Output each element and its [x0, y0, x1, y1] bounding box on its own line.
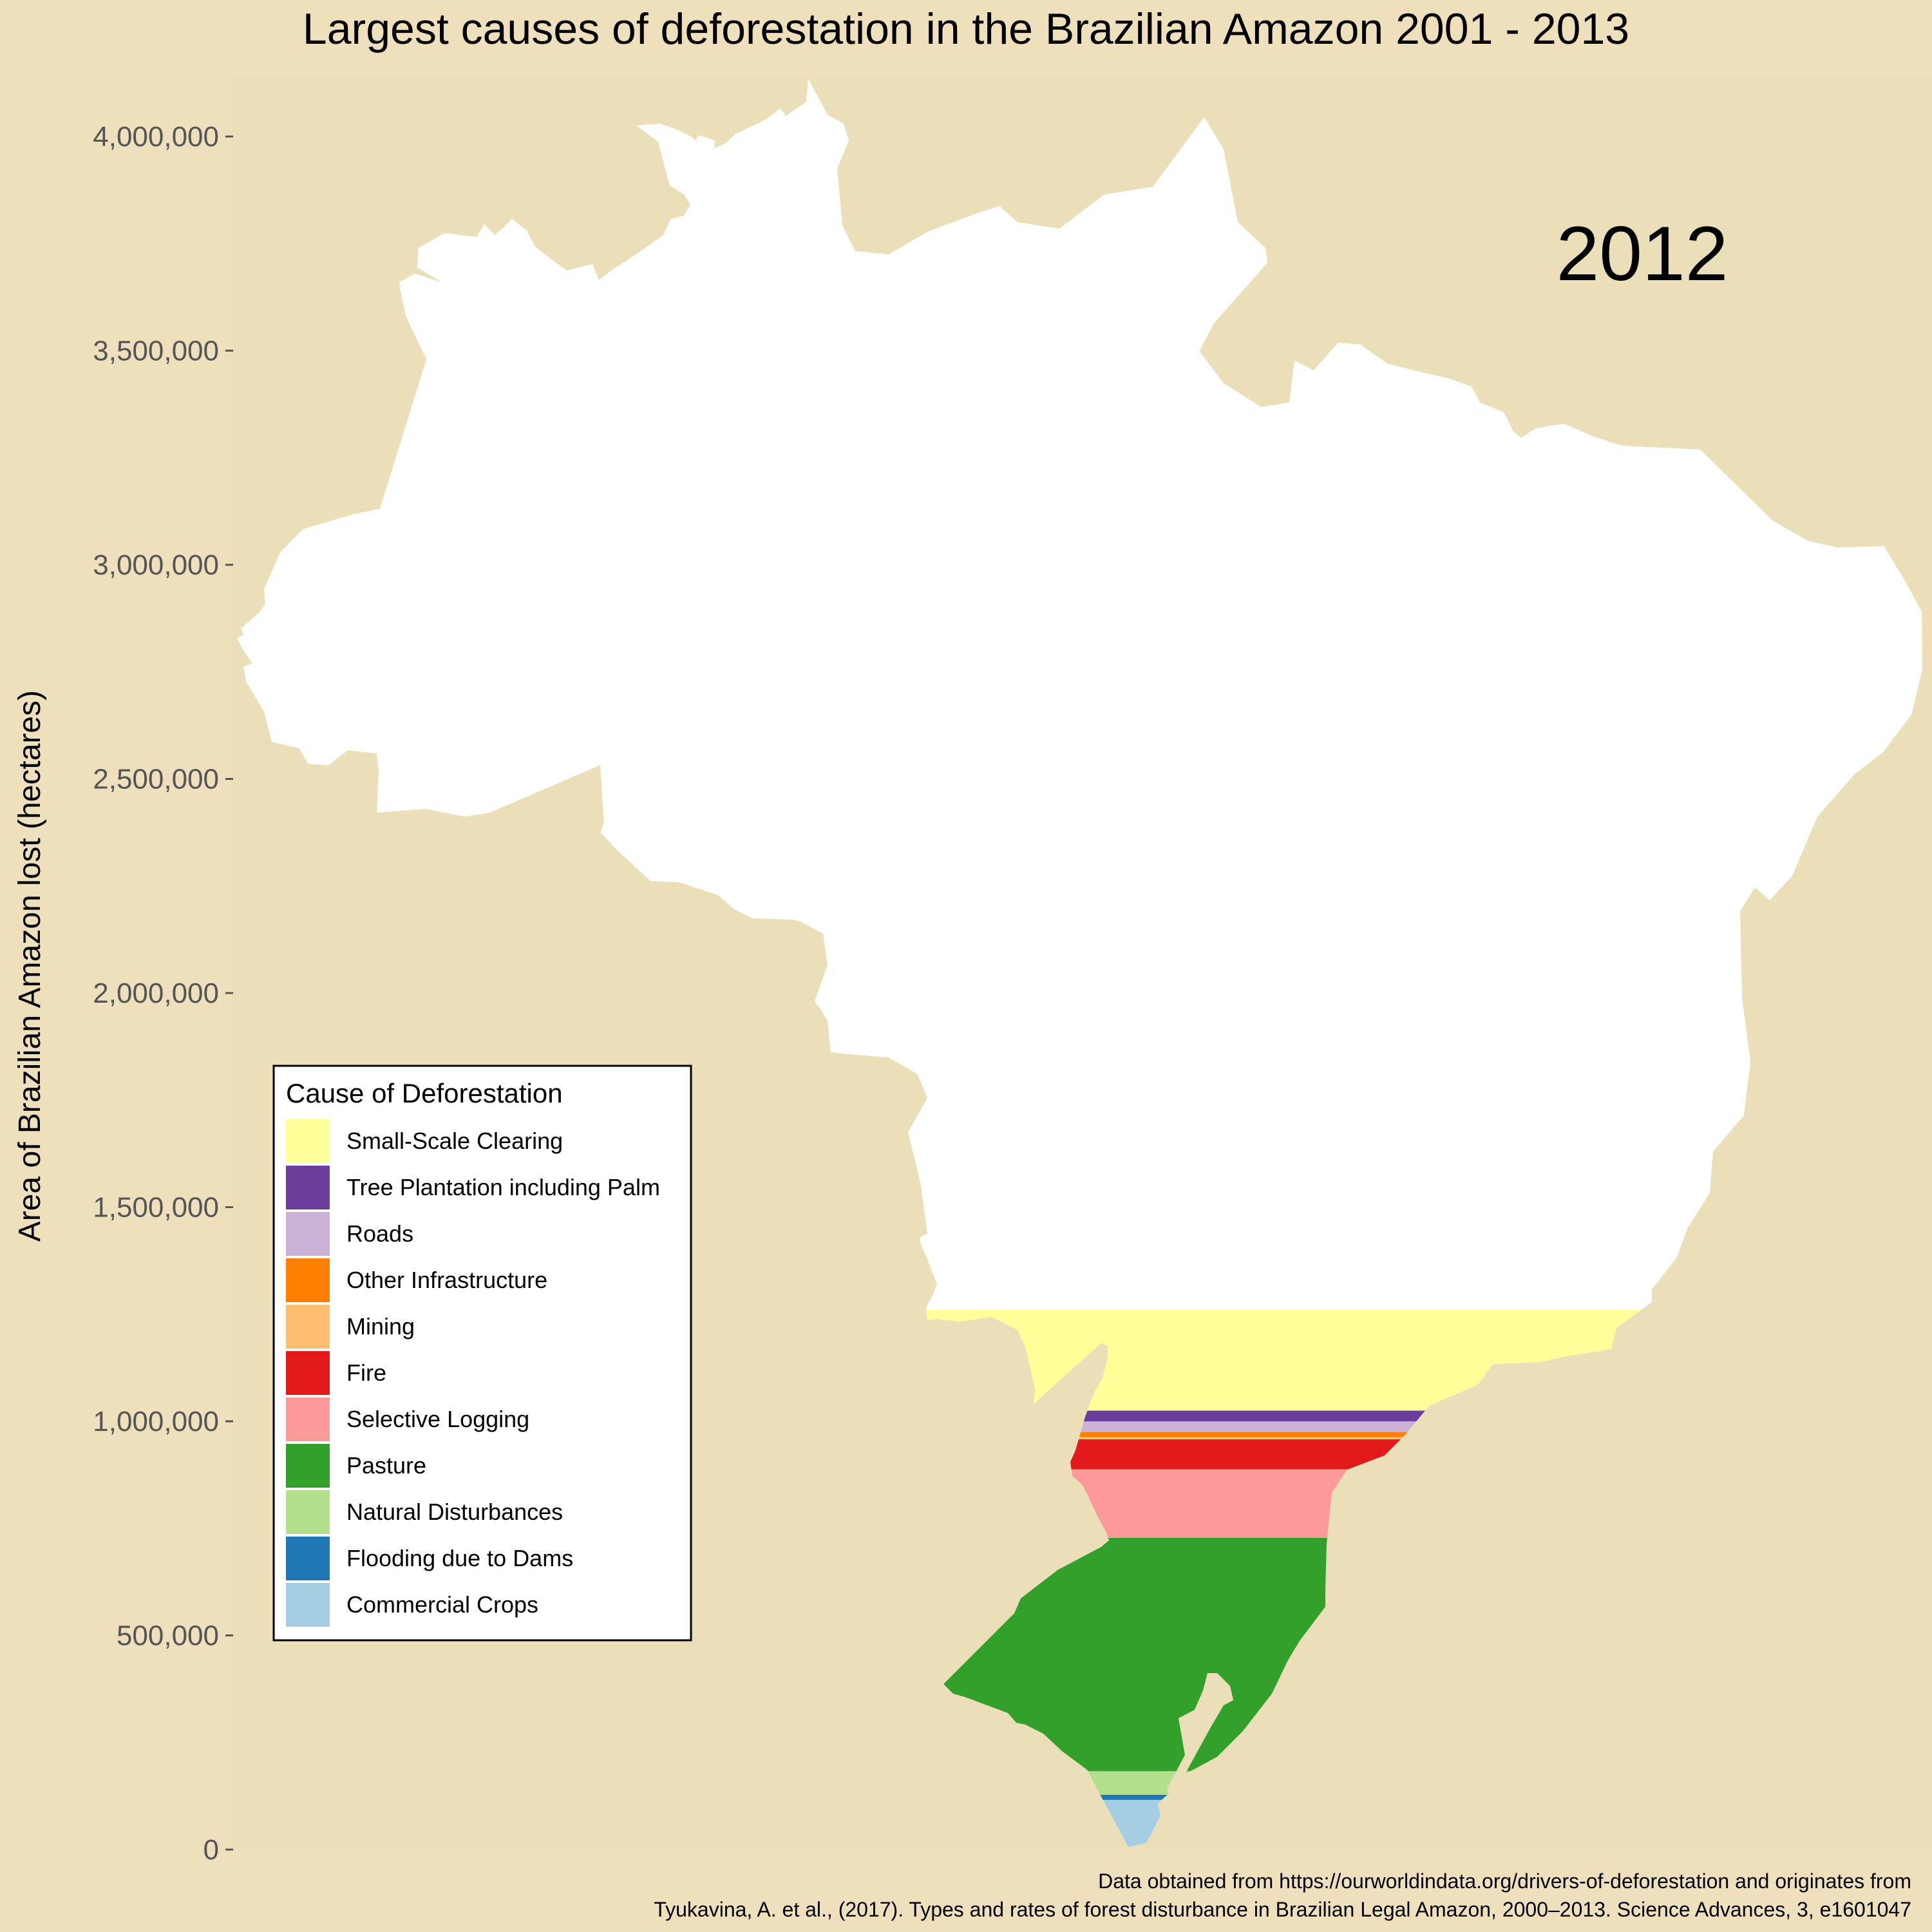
legend-label: Tree Plantation including Palm — [346, 1174, 660, 1200]
legend-box — [272, 1065, 692, 1642]
legend-label: Other Infrastructure — [346, 1267, 547, 1293]
legend-swatch — [286, 1537, 330, 1580]
legend: Cause of Deforestation Small-Scale Clear… — [272, 1065, 692, 1642]
y-tick-label: 4,000,000 — [93, 121, 219, 153]
y-tick-label: 3,000,000 — [93, 549, 219, 581]
legend-label: Fire — [346, 1359, 386, 1386]
legend-label: Mining — [346, 1313, 415, 1340]
source-line-2: Tyukavina, A. et al., (2017). Types and … — [654, 1898, 1911, 1921]
legend-label: Commercial Crops — [346, 1591, 538, 1618]
legend-title: Cause of Deforestation — [286, 1078, 563, 1108]
y-tick-label: 3,500,000 — [93, 336, 219, 367]
legend-swatch — [286, 1444, 330, 1488]
y-tick-label: 2,000,000 — [93, 978, 219, 1009]
y-tick-label: 0 — [204, 1834, 219, 1866]
chart-title: Largest causes of deforestation in the B… — [303, 5, 1629, 53]
legend-items: Small-Scale Clearing Tree Plantation incl… — [286, 1119, 660, 1627]
y-axis-label: Area of Brazilian Amazon lost (hectares) — [13, 690, 47, 1242]
legend-swatch — [286, 1583, 330, 1627]
y-tick-label: 1,500,000 — [93, 1192, 219, 1224]
legend-swatch — [286, 1258, 330, 1302]
legend-swatch — [286, 1119, 330, 1163]
legend-swatch — [286, 1212, 330, 1256]
layer-mining — [237, 1437, 1922, 1439]
year-label: 2012 — [1557, 211, 1728, 297]
legend-swatch — [286, 1166, 330, 1209]
y-axis: 0 500,000 1,000,000 1,500,000 2,000,000 2,500… — [93, 121, 233, 1866]
legend-label: Flooding due to Dams — [346, 1545, 573, 1571]
source-line-1: Data obtained from https://ourworldindat… — [1098, 1870, 1911, 1893]
legend-label: Small-Scale Clearing — [346, 1128, 563, 1154]
y-tick-label: 500,000 — [117, 1620, 219, 1652]
legend-label: Pasture — [346, 1452, 426, 1479]
y-tick-label: 1,000,000 — [93, 1406, 219, 1437]
legend-swatch — [286, 1351, 330, 1395]
legend-swatch — [286, 1397, 330, 1441]
legend-label: Roads — [346, 1220, 413, 1247]
legend-swatch — [286, 1490, 330, 1534]
legend-label: Natural Disturbances — [346, 1499, 563, 1525]
legend-label: Selective Logging — [346, 1406, 529, 1432]
legend-swatch — [286, 1305, 330, 1349]
y-tick-label: 2,500,000 — [93, 764, 219, 795]
